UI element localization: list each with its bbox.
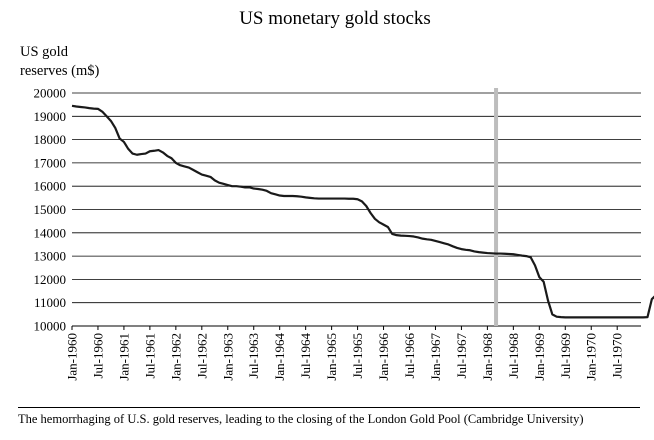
x-tick-label: Jul-1963 [246, 333, 261, 379]
chart: US monetary gold stocks US gold reserves… [20, 8, 654, 381]
x-tick-label: Jul-1960 [90, 333, 105, 379]
figure-caption: The hemorrhaging of U.S. gold reserves, … [18, 407, 640, 427]
y-tick-label: 10000 [34, 319, 67, 334]
x-tick-label: Jan-1968 [480, 333, 495, 381]
y-axis-label-line-1: US gold [20, 44, 69, 60]
x-tick-label: Jul-1966 [402, 333, 417, 379]
x-tick-label: Jul-1968 [506, 333, 521, 379]
chart-title: US monetary gold stocks [239, 8, 431, 29]
x-tick-label: Jan-1963 [220, 333, 235, 381]
x-tick-label: Jan-1967 [428, 333, 443, 381]
y-tick-label: 17000 [34, 155, 67, 170]
x-tick-label: Jan-1966 [376, 333, 391, 381]
x-tick-label: Jan-1964 [272, 333, 287, 381]
x-tick-label: Jul-1969 [558, 333, 573, 379]
y-tick-label: 15000 [34, 202, 67, 217]
x-tick-label: Jan-1969 [532, 333, 547, 381]
y-tick-label: 19000 [34, 109, 67, 124]
y-tick-label: 14000 [34, 225, 67, 240]
y-tick-label: 12000 [34, 272, 67, 287]
gold-reserves-line [71, 104, 654, 319]
y-axis-label-line-2: reserves (m$) [20, 63, 99, 79]
gridlines [72, 92, 641, 304]
x-tick-label: Jul-1965 [350, 333, 365, 379]
x-tick-label: Jan-1961 [116, 333, 131, 381]
y-tick-label: 20000 [34, 86, 67, 101]
x-tick-label: Jul-1964 [298, 333, 313, 379]
x-tick-label: Jul-1962 [194, 333, 209, 379]
x-tick-label: Jan-1960 [65, 333, 80, 381]
y-tick-label: 11000 [34, 295, 66, 310]
y-tick-label: 16000 [34, 179, 67, 194]
y-axis-ticks: 10000 11000 12000 13000 14000 15000 16000 17000… [34, 86, 67, 334]
x-tick-label: Jan-1962 [168, 333, 183, 381]
y-tick-label: 18000 [34, 132, 67, 147]
x-tick-label: Jul-1967 [454, 333, 469, 379]
x-tick-label: Jan-1965 [324, 333, 339, 381]
x-axis-ticks: Jan-1960 Jul-1960 Jan-1961 Jul-1961 Jan-1962… [65, 326, 625, 381]
x-tick-label: Jul-1970 [610, 333, 625, 379]
y-tick-label: 13000 [34, 249, 67, 264]
x-tick-label: Jan-1970 [584, 333, 599, 381]
x-tick-label: Jul-1961 [142, 333, 157, 379]
